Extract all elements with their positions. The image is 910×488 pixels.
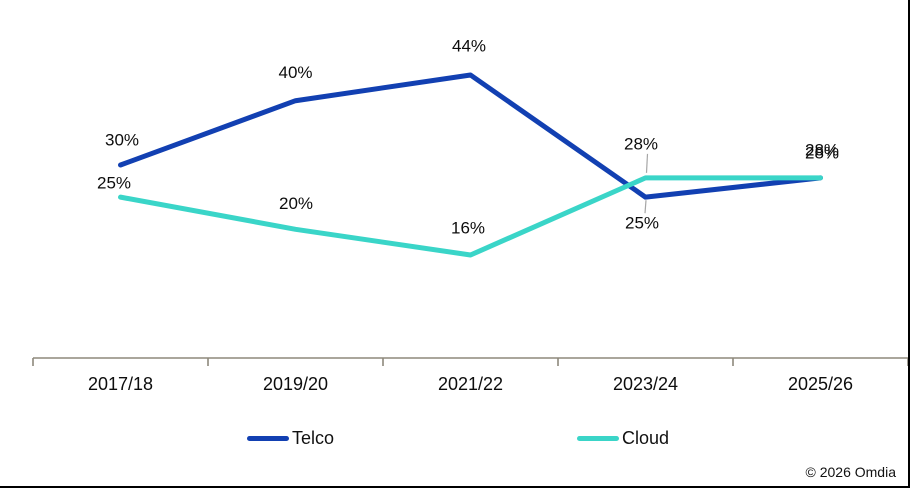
line-chart-canvas: 2017/18 2019/20 2021/22 2023/24 2025/26 30% 40… — [32, 37, 908, 394]
x-axis-label: 2019/20 — [263, 374, 328, 394]
data-label-telco-1: 40% — [278, 63, 312, 82]
data-label-telco-3: 25% — [625, 214, 659, 233]
x-axis-label: 2017/18 — [88, 374, 153, 394]
data-label-cloud-2: 16% — [451, 219, 485, 238]
label-leader-line — [645, 153, 649, 173]
label-leader-line — [644, 200, 647, 214]
x-axis-label: 2023/24 — [613, 374, 678, 394]
legend-label-telco: Telco — [292, 428, 335, 448]
data-label-cloud-1: 20% — [279, 194, 313, 213]
legend: Telco Cloud — [0, 427, 908, 451]
data-label-cloud-4: 28% — [805, 140, 839, 159]
data-label-telco-4: 28% — [805, 143, 839, 162]
x-axis-label: 2025/26 — [788, 374, 853, 394]
x-axis-label: 2021/22 — [438, 374, 503, 394]
data-label-cloud-3: 28% — [624, 134, 658, 153]
series-line-telco — [118, 72, 823, 200]
series-line-cloud — [118, 175, 823, 258]
legend-item-telco: Telco — [247, 427, 334, 449]
telco-line-swatch — [247, 435, 289, 441]
data-label-telco-2: 44% — [452, 37, 486, 56]
legend-label-cloud: Cloud — [622, 428, 670, 448]
legend-item-cloud: Cloud — [577, 427, 669, 449]
data-label-telco-0: 30% — [105, 131, 139, 150]
cloud-line-swatch — [577, 435, 619, 441]
data-label-cloud-0: 25% — [97, 174, 131, 193]
copyright-text: © 2026 Omdia — [805, 464, 896, 480]
